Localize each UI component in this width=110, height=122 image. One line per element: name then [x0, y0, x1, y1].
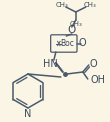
Text: HN: HN: [42, 59, 57, 69]
Text: OH: OH: [91, 75, 106, 85]
Text: CH₃: CH₃: [69, 21, 82, 27]
Text: O: O: [79, 39, 87, 49]
Text: N: N: [24, 109, 32, 119]
Text: O: O: [68, 25, 76, 35]
Text: O: O: [90, 59, 97, 69]
Text: Boc: Boc: [61, 39, 74, 48]
Text: CH₃: CH₃: [55, 2, 68, 8]
FancyBboxPatch shape: [51, 35, 77, 52]
Text: CH₃: CH₃: [83, 2, 96, 8]
